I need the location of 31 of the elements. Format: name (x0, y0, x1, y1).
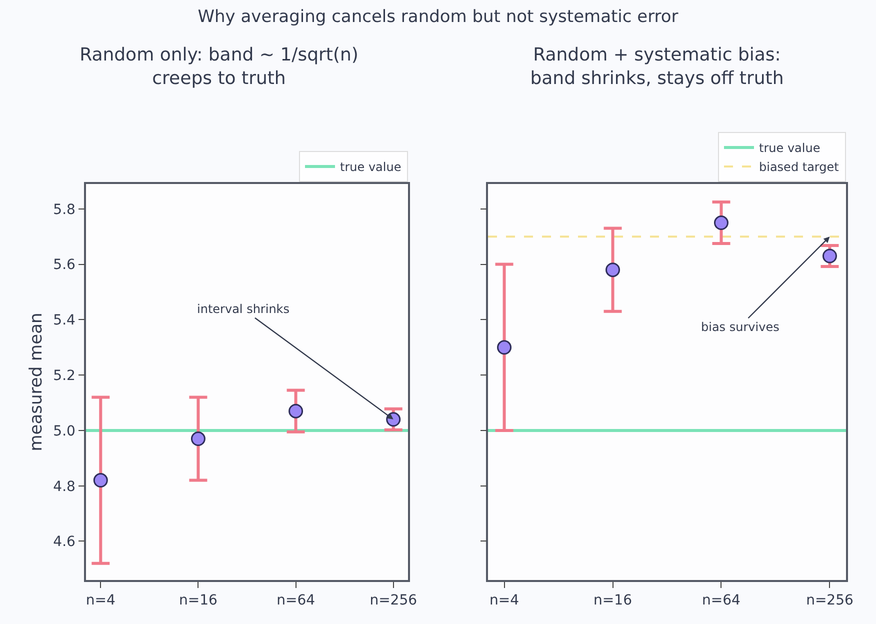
point (288, 404, 304, 418)
text: Why averaging cancels random but not systematic error (196, 6, 680, 29)
point (497, 340, 512, 355)
y-tick-label: 5.2 (53, 368, 76, 384)
point (822, 248, 837, 264)
point (714, 216, 728, 230)
point (190, 432, 206, 446)
x-tick-label: n=4 (86, 592, 116, 609)
x-tick-label: n=16 (179, 592, 218, 609)
y-tick-label: 4.6 (53, 534, 76, 550)
y-tick-label: 5.6 (53, 257, 76, 274)
y-tick-label: 4.8 (53, 478, 76, 495)
x-tick-label: n=256 (370, 592, 418, 609)
legend-label: true value (340, 160, 402, 174)
x-tick-label: n=64 (702, 592, 741, 609)
point (93, 473, 108, 488)
x-tick-label: n=256 (806, 592, 854, 609)
x-tick-label: n=64 (276, 592, 316, 609)
y-tick-label: 5.8 (53, 202, 76, 218)
chart-title: Random only: band ~ 1/sqrt(n) creeps to truth (80, 44, 358, 89)
chart-title: Random + systematic bias: band shrinks, stays off truth (530, 44, 784, 89)
legend-label: biased target (759, 160, 840, 174)
y-axis-title: measured mean (26, 312, 46, 452)
x-tick-label: n=16 (594, 592, 632, 609)
x-tick-label: n=4 (490, 592, 520, 609)
y-tick-label: 5.0 (53, 423, 76, 440)
point (606, 262, 620, 278)
annotation: interval shrinks (197, 302, 290, 316)
y-tick-label: 5.4 (53, 312, 76, 329)
annotation: bias survives (701, 320, 780, 334)
legend-label: true value (759, 141, 820, 156)
